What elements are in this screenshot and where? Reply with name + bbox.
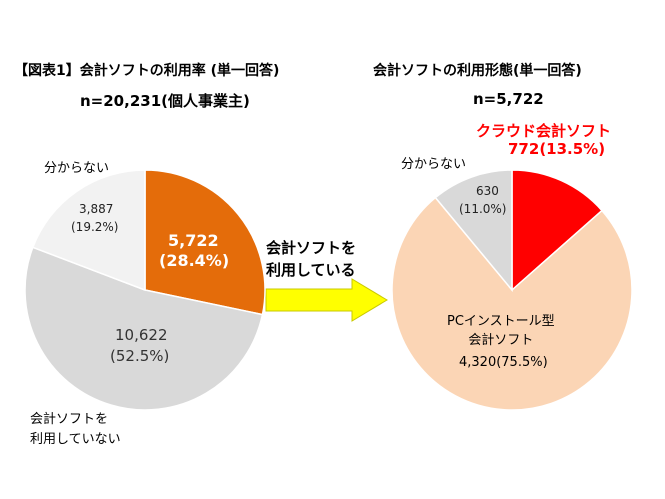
left-not-using-label: 会計ソフトを 利用していない xyxy=(30,412,121,447)
install-value: 4,320 xyxy=(459,355,497,370)
left-not-using-percent: (52.5%) xyxy=(110,347,170,365)
arrow-shape xyxy=(265,278,388,322)
right-unknown-label: 分からない xyxy=(401,157,467,172)
cloud-value: 772 xyxy=(508,140,540,158)
right-pie-slice-1 xyxy=(391,196,633,411)
cloud-value-label: 772(13.5%) xyxy=(508,140,605,158)
left-unknown-percent: (19.2%) xyxy=(71,220,119,234)
arrow-label: 会計ソフトを 利用している xyxy=(266,239,357,279)
left-chart-subtitle: n=20,231(個人事業主) xyxy=(80,92,250,110)
right-chart-subtitle: n=5,722 xyxy=(473,90,544,108)
right-chart-title: 会計ソフトの利用形態(単一回答) xyxy=(373,63,582,79)
left-unknown-value: 3,887 xyxy=(79,202,114,216)
left-using-value: 5,722 xyxy=(168,231,219,250)
left-using-percent: (28.4%) xyxy=(159,251,230,270)
install-value-label: 4,320(75.5%) xyxy=(459,355,548,370)
install-label: PCインストール型 会計ソフト xyxy=(447,314,555,348)
left-pie-slice-1 xyxy=(24,246,264,411)
left-chart-title: 【図表1】会計ソフトの利用率 (単一回答) xyxy=(14,63,280,79)
left-not-using-value: 10,622 xyxy=(115,326,168,344)
left-pie-slice-0 xyxy=(144,169,266,316)
left-pie-slice-2 xyxy=(31,169,146,292)
cloud-label: クラウド会計ソフト xyxy=(476,122,612,140)
right-pie-slice-0 xyxy=(511,169,604,292)
right-unknown-percent: (11.0%) xyxy=(459,202,507,216)
right-pie-slice-2 xyxy=(434,169,513,293)
cloud-percent: (13.5%) xyxy=(539,140,606,158)
right-unknown-value: 630 xyxy=(476,184,499,198)
left-unknown-label: 分からない xyxy=(44,161,110,176)
install-percent: (75.5%) xyxy=(496,355,548,370)
